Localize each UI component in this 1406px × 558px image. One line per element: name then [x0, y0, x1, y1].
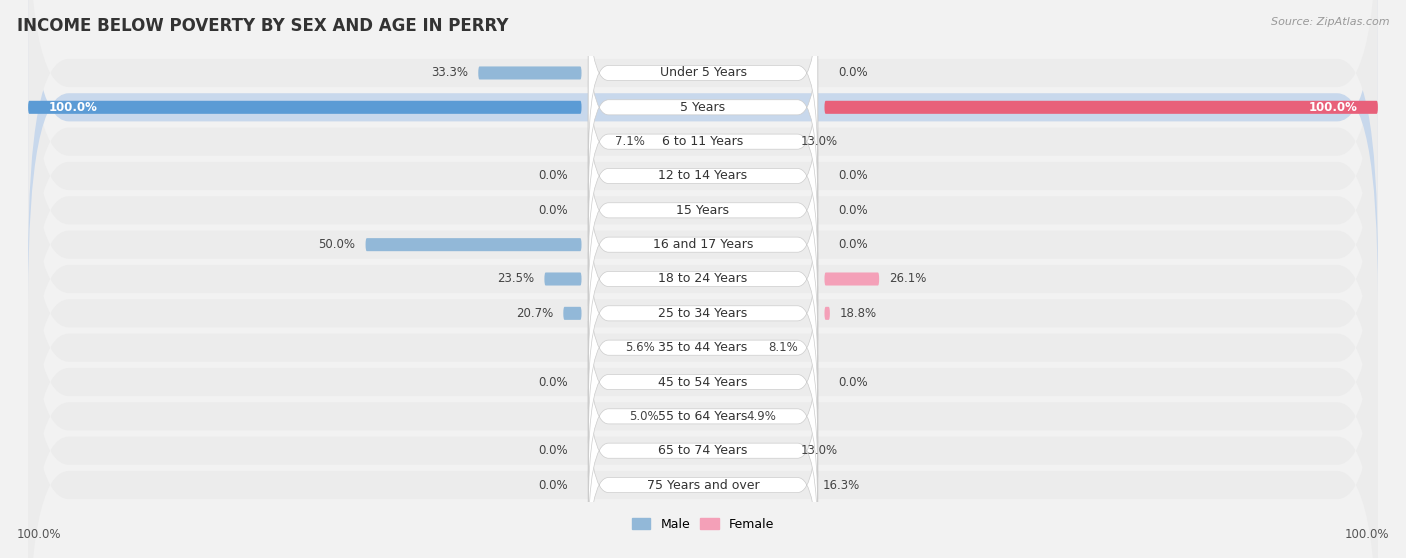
FancyBboxPatch shape: [28, 224, 1378, 558]
FancyBboxPatch shape: [588, 355, 818, 546]
Text: 45 to 54 Years: 45 to 54 Years: [658, 376, 748, 388]
Text: 5.6%: 5.6%: [626, 341, 655, 354]
Text: 16.3%: 16.3%: [823, 479, 860, 492]
FancyBboxPatch shape: [588, 80, 818, 271]
Text: 8.1%: 8.1%: [768, 341, 797, 354]
FancyBboxPatch shape: [28, 293, 1378, 558]
Text: 100.0%: 100.0%: [1344, 528, 1389, 541]
Text: 0.0%: 0.0%: [838, 376, 868, 388]
Text: 0.0%: 0.0%: [838, 66, 868, 79]
Text: 7.1%: 7.1%: [614, 135, 645, 148]
Text: 13.0%: 13.0%: [801, 135, 838, 148]
Text: 20.7%: 20.7%: [516, 307, 553, 320]
Text: 23.5%: 23.5%: [498, 272, 534, 286]
Text: 5.0%: 5.0%: [630, 410, 659, 423]
Text: 0.0%: 0.0%: [538, 170, 568, 182]
Text: 12 to 14 Years: 12 to 14 Years: [658, 170, 748, 182]
FancyBboxPatch shape: [28, 0, 1378, 334]
FancyBboxPatch shape: [28, 101, 582, 114]
Text: 16 and 17 Years: 16 and 17 Years: [652, 238, 754, 251]
Text: 75 Years and over: 75 Years and over: [647, 479, 759, 492]
FancyBboxPatch shape: [588, 321, 818, 512]
FancyBboxPatch shape: [588, 149, 818, 340]
FancyBboxPatch shape: [478, 66, 582, 79]
Legend: Male, Female: Male, Female: [627, 513, 779, 536]
Text: 0.0%: 0.0%: [838, 204, 868, 217]
FancyBboxPatch shape: [588, 389, 818, 558]
Text: Under 5 Years: Under 5 Years: [659, 66, 747, 79]
Text: 35 to 44 Years: 35 to 44 Years: [658, 341, 748, 354]
FancyBboxPatch shape: [544, 272, 582, 286]
FancyBboxPatch shape: [28, 0, 1378, 265]
FancyBboxPatch shape: [588, 115, 818, 306]
Text: 0.0%: 0.0%: [838, 238, 868, 251]
FancyBboxPatch shape: [28, 52, 1378, 436]
Text: 5 Years: 5 Years: [681, 101, 725, 114]
Text: 4.9%: 4.9%: [747, 410, 776, 423]
Text: 0.0%: 0.0%: [538, 376, 568, 388]
Text: Source: ZipAtlas.com: Source: ZipAtlas.com: [1271, 17, 1389, 27]
Text: 33.3%: 33.3%: [432, 66, 468, 79]
FancyBboxPatch shape: [588, 218, 818, 409]
Text: 100.0%: 100.0%: [17, 528, 62, 541]
FancyBboxPatch shape: [366, 238, 582, 251]
FancyBboxPatch shape: [28, 0, 1378, 299]
FancyBboxPatch shape: [588, 184, 818, 374]
FancyBboxPatch shape: [588, 252, 818, 443]
Text: 18.8%: 18.8%: [839, 307, 877, 320]
FancyBboxPatch shape: [588, 0, 818, 169]
FancyBboxPatch shape: [824, 101, 1378, 114]
FancyBboxPatch shape: [824, 307, 830, 320]
FancyBboxPatch shape: [28, 190, 1378, 558]
FancyBboxPatch shape: [28, 259, 1378, 558]
Text: 0.0%: 0.0%: [538, 444, 568, 457]
FancyBboxPatch shape: [588, 46, 818, 237]
Text: 100.0%: 100.0%: [48, 101, 97, 114]
FancyBboxPatch shape: [28, 18, 1378, 402]
Text: 65 to 74 Years: 65 to 74 Years: [658, 444, 748, 457]
Text: 50.0%: 50.0%: [318, 238, 356, 251]
Text: 6 to 11 Years: 6 to 11 Years: [662, 135, 744, 148]
Text: 25 to 34 Years: 25 to 34 Years: [658, 307, 748, 320]
FancyBboxPatch shape: [824, 272, 879, 286]
FancyBboxPatch shape: [564, 307, 582, 320]
FancyBboxPatch shape: [28, 156, 1378, 540]
Text: INCOME BELOW POVERTY BY SEX AND AGE IN PERRY: INCOME BELOW POVERTY BY SEX AND AGE IN P…: [17, 17, 509, 35]
Text: 0.0%: 0.0%: [838, 170, 868, 182]
Text: 15 Years: 15 Years: [676, 204, 730, 217]
Text: 18 to 24 Years: 18 to 24 Years: [658, 272, 748, 286]
Text: 0.0%: 0.0%: [538, 479, 568, 492]
Text: 0.0%: 0.0%: [538, 204, 568, 217]
FancyBboxPatch shape: [28, 122, 1378, 506]
Text: 100.0%: 100.0%: [1309, 101, 1358, 114]
Text: 55 to 64 Years: 55 to 64 Years: [658, 410, 748, 423]
FancyBboxPatch shape: [588, 12, 818, 203]
Text: 26.1%: 26.1%: [889, 272, 927, 286]
FancyBboxPatch shape: [28, 0, 1378, 368]
Text: 13.0%: 13.0%: [801, 444, 838, 457]
FancyBboxPatch shape: [28, 87, 1378, 471]
FancyBboxPatch shape: [588, 287, 818, 478]
